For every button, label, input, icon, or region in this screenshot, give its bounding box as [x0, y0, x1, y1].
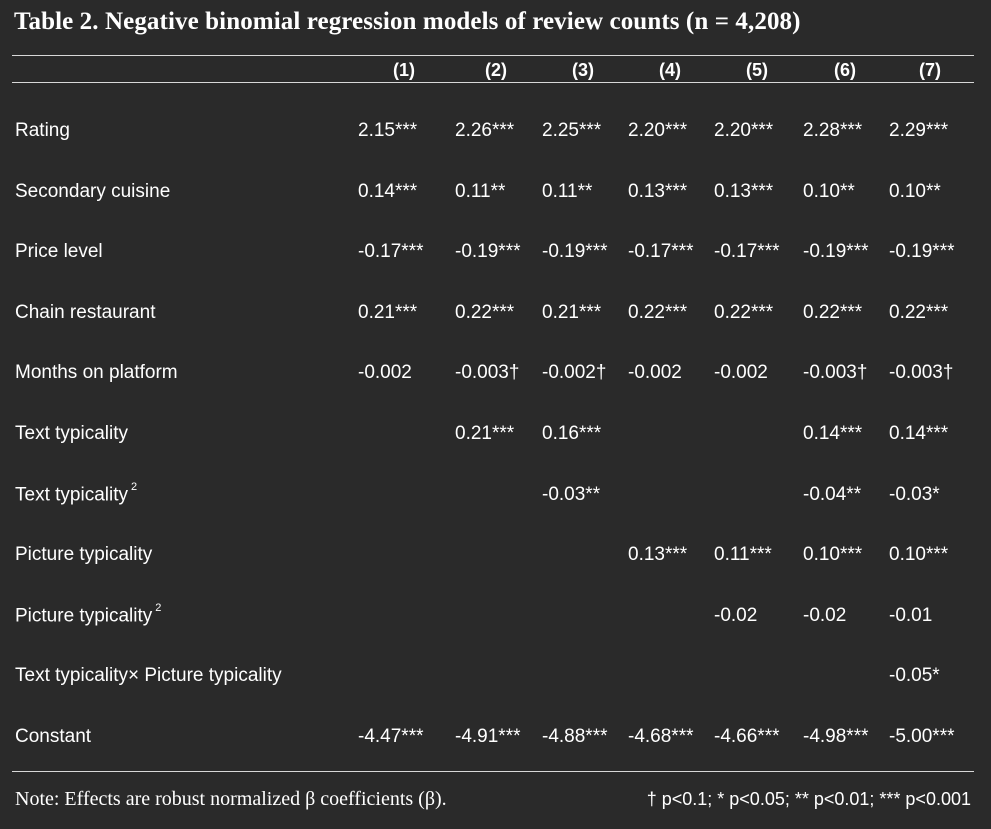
- table-cell: -4.91***: [455, 726, 521, 747]
- table-cell: -0.19***: [455, 241, 521, 262]
- column-header: (7): [919, 60, 941, 80]
- table-cell: -0.02: [803, 605, 847, 626]
- row-label: Picture typicality 2: [15, 602, 162, 627]
- table-cell: -0.003†: [455, 362, 520, 383]
- table-row: Secondary cuisine 0.14*** 0.11** 0.11** 0.13…: [0, 181, 991, 207]
- row-label: Secondary cuisine: [15, 181, 171, 202]
- table-cell: 0.10***: [803, 544, 863, 565]
- table-cell: -4.47***: [358, 726, 424, 747]
- top-rule: [12, 55, 974, 56]
- table-cell: -0.01: [889, 605, 933, 626]
- table-cell: 2.20***: [628, 120, 688, 141]
- table-cell: -4.66***: [714, 726, 780, 747]
- table-cell: -5.00***: [889, 726, 955, 747]
- table-cell: -0.17***: [714, 241, 780, 262]
- table-cell: 0.22***: [628, 302, 688, 323]
- table-cell: 0.21***: [542, 302, 602, 323]
- table-cell: -0.003†: [889, 362, 954, 383]
- table-row: Text typicality 2 -0.03** -0.04** -0.03*: [0, 481, 991, 510]
- table-cell: 0.21***: [455, 423, 515, 444]
- bottom-rule: [12, 771, 974, 772]
- table-cell: 0.10**: [803, 181, 855, 202]
- row-label: Price level: [15, 241, 103, 262]
- table-cell: 2.20***: [714, 120, 774, 141]
- row-label: Months on platform: [15, 362, 178, 383]
- table-cell: 2.29***: [889, 120, 949, 141]
- table-cell: -4.98***: [803, 726, 869, 747]
- column-header: (6): [834, 60, 856, 80]
- table-cell: -4.88***: [542, 726, 608, 747]
- table-cell: 0.14***: [803, 423, 863, 444]
- table-cell: 0.16***: [542, 423, 602, 444]
- row-label: Text typicality× Picture typicality: [15, 665, 282, 686]
- table-row: Constant -4.47*** -4.91*** -4.88*** -4.68***…: [0, 726, 991, 752]
- table-cell: 2.28***: [803, 120, 863, 141]
- table-cell: 0.14***: [358, 181, 418, 202]
- significance-legend: † p<0.1; * p<0.05; ** p<0.01; *** p<0.00…: [646, 789, 971, 809]
- table-cell: 0.22***: [714, 302, 774, 323]
- table-cell: 2.26***: [455, 120, 515, 141]
- table-note: Note: Effects are robust normalized β co…: [15, 788, 447, 810]
- table-cell: -0.17***: [628, 241, 694, 262]
- row-label-superscript: 2: [130, 481, 138, 493]
- table-row: Picture typicality 0.13*** 0.11*** 0.10*** 0…: [0, 544, 991, 570]
- table-cell: -0.19***: [542, 241, 608, 262]
- table-cell: -0.17***: [358, 241, 424, 262]
- row-label: Text typicality: [15, 423, 128, 444]
- table-row: Picture typicality 2 -0.02 -0.02 -0.01: [0, 602, 991, 631]
- table-row: Chain restaurant 0.21*** 0.22*** 0.21*** 0.2…: [0, 302, 991, 328]
- table-row: Price level -0.17*** -0.19*** -0.19*** -0.17…: [0, 241, 991, 267]
- table-cell: 0.10***: [889, 544, 949, 565]
- table-cell: -0.05*: [889, 665, 940, 686]
- table-cell: -4.68***: [628, 726, 694, 747]
- row-label: Text typicality 2: [15, 481, 138, 506]
- row-label: Chain restaurant: [15, 302, 156, 323]
- table-cell: -0.19***: [889, 241, 955, 262]
- column-header: (3): [572, 60, 594, 80]
- table-cell: 0.11**: [455, 181, 506, 202]
- table-cell: 0.22***: [455, 302, 515, 323]
- table-cell: 0.13***: [714, 181, 774, 202]
- table-cell: -0.003†: [803, 362, 868, 383]
- table-row: Months on platform -0.002 -0.003† -0.002† -0…: [0, 362, 991, 388]
- row-label: Rating: [15, 120, 70, 141]
- table-cell: -0.002: [358, 362, 412, 383]
- table-row: Text typicality× Picture typicality -0.05…: [0, 665, 991, 691]
- table-cell: 2.25***: [542, 120, 602, 141]
- row-label: Picture typicality: [15, 544, 153, 565]
- table-cell: 0.14***: [889, 423, 949, 444]
- table-cell: -0.03*: [889, 484, 940, 505]
- column-header: (4): [659, 60, 681, 80]
- table-title: Table 2. Negative binomial regression mo…: [14, 8, 801, 35]
- table-cell: -0.03**: [542, 484, 601, 505]
- column-header: (5): [746, 60, 768, 80]
- table-cell: -0.02: [714, 605, 758, 626]
- column-header: (1): [393, 60, 415, 80]
- table-cell: 0.13***: [628, 181, 688, 202]
- table-cell: -0.002: [714, 362, 768, 383]
- table-row: Text typicality 0.21*** 0.16*** 0.14*** 0.14…: [0, 423, 991, 449]
- table-cell: 0.13***: [628, 544, 688, 565]
- table-cell: 0.22***: [803, 302, 863, 323]
- table-cell: 0.11**: [542, 181, 593, 202]
- table-cell: -0.002: [628, 362, 682, 383]
- table-cell: 2.15***: [358, 120, 418, 141]
- row-label-superscript: 2: [155, 602, 162, 614]
- table-cell: 0.10**: [889, 181, 941, 202]
- header-rule: [12, 82, 974, 83]
- row-label: Constant: [15, 726, 92, 747]
- table-cell: -0.002†: [542, 362, 607, 383]
- table-cell: 0.11***: [714, 544, 772, 565]
- table-cell: 0.21***: [358, 302, 418, 323]
- column-header: (2): [485, 60, 507, 80]
- table-cell: 0.22***: [889, 302, 949, 323]
- table-row: Rating 2.15*** 2.26*** 2.25*** 2.20*** 2.20**…: [0, 120, 991, 146]
- table-cell: -0.19***: [803, 241, 869, 262]
- table-cell: -0.04**: [803, 484, 862, 505]
